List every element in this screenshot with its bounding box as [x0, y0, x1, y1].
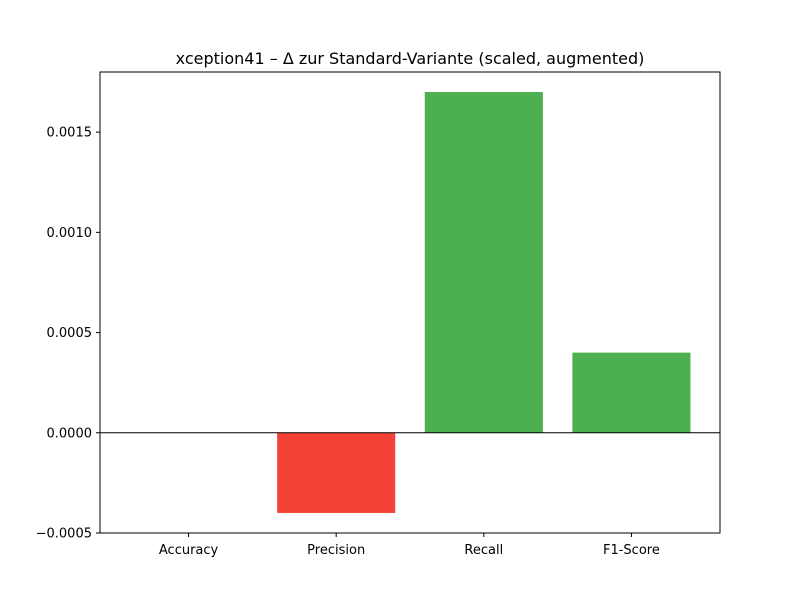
y-axis-ticks: −0.0005 0.0000 0.0005 0.0010 0.0015 — [36, 126, 100, 542]
bar-precision — [277, 432, 396, 513]
x-tick-label: Recall — [464, 543, 503, 558]
x-tick-label: F1-Score — [603, 543, 660, 558]
y-tick-label: 0.0010 — [47, 226, 93, 241]
y-tick-label: 0.0000 — [47, 426, 93, 441]
y-tick-label: 0.0015 — [47, 126, 93, 141]
chart-title: xception41 – Δ zur Standard-Variante (sc… — [176, 49, 645, 68]
y-tick-label: 0.0005 — [47, 326, 93, 341]
x-axis-ticks: Accuracy Precision Recall F1-Score — [159, 533, 660, 558]
bar-recall — [424, 92, 543, 433]
x-tick-label: Accuracy — [159, 543, 219, 558]
bars — [277, 92, 691, 513]
y-tick-label: −0.0005 — [36, 527, 92, 542]
x-tick-label: Precision — [307, 543, 365, 558]
plot-area-frame — [99, 71, 721, 534]
bar-f1-score — [572, 352, 691, 433]
